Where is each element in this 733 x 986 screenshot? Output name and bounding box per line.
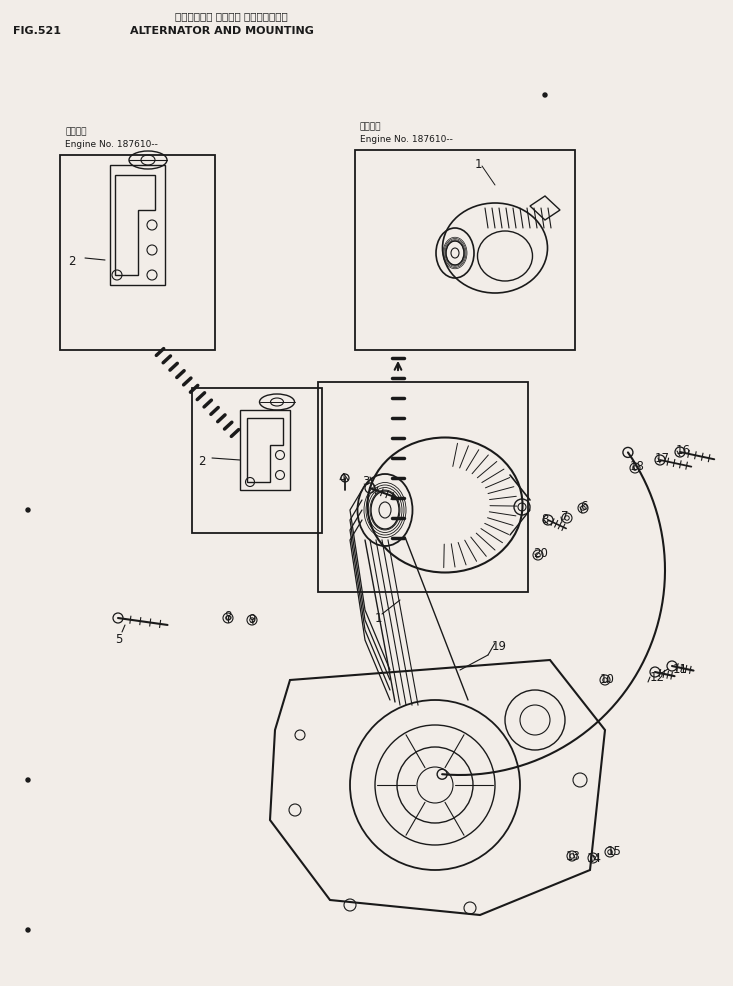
Circle shape	[26, 928, 30, 932]
Text: 17: 17	[655, 452, 670, 465]
Bar	[192, 388, 322, 533]
Circle shape	[26, 508, 30, 512]
Text: オルタネータ オヨビ・ マウンティング: オルタネータ オヨビ・ マウンティング	[175, 11, 288, 21]
Text: 3: 3	[362, 475, 369, 488]
Bar	[60, 155, 215, 350]
Text: 20: 20	[533, 547, 548, 560]
Text: 13: 13	[566, 850, 581, 863]
Text: 適用号機: 適用号機	[65, 127, 86, 136]
Text: 8: 8	[541, 513, 548, 526]
Text: 5: 5	[115, 633, 122, 646]
Text: 4: 4	[338, 472, 345, 485]
Text: 1: 1	[375, 612, 383, 625]
Text: 14: 14	[587, 852, 602, 865]
Text: 6: 6	[580, 500, 588, 513]
Bar	[355, 150, 575, 350]
Text: FIG.521: FIG.521	[13, 26, 61, 36]
Text: 適用号機: 適用号機	[360, 122, 381, 131]
Text: 2: 2	[68, 255, 75, 268]
Text: 10: 10	[600, 673, 615, 686]
Bar	[318, 382, 528, 592]
Text: ALTERNATOR AND MOUNTING: ALTERNATOR AND MOUNTING	[130, 26, 314, 36]
Text: 15: 15	[607, 845, 622, 858]
Text: 2: 2	[198, 455, 205, 468]
Text: 8: 8	[224, 610, 232, 623]
Text: 7: 7	[561, 510, 569, 523]
Text: 9: 9	[248, 613, 256, 626]
Text: Engine No. 187610--: Engine No. 187610--	[65, 140, 158, 149]
Text: 18: 18	[630, 460, 645, 473]
Text: 1: 1	[475, 158, 482, 171]
Text: 12: 12	[650, 671, 665, 684]
Text: Engine No. 187610--: Engine No. 187610--	[360, 135, 453, 144]
Text: 11: 11	[673, 663, 688, 676]
Text: 16: 16	[676, 444, 691, 457]
Text: 19: 19	[492, 640, 507, 653]
Circle shape	[26, 778, 30, 782]
Circle shape	[543, 93, 547, 97]
